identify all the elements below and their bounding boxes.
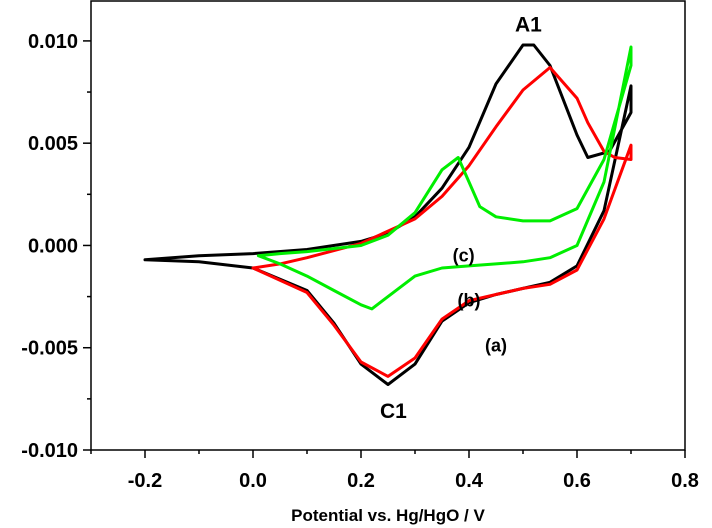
series-line-3	[256, 45, 633, 311]
x-tick-label: 0.8	[671, 470, 699, 492]
y-tick-label: -0.005	[21, 338, 78, 360]
y-tick-label: 0.005	[28, 133, 78, 155]
plot-frame	[90, 0, 686, 451]
annotation-a: (a)	[485, 336, 507, 356]
y-tick-label: 0.000	[28, 235, 78, 257]
y-tick-label: -0.010	[21, 440, 78, 462]
ticks-layer	[83, 40, 686, 458]
annotation-c: (c)	[453, 246, 475, 266]
annotation-b: (b)	[458, 291, 481, 311]
x-tick-label: -0.2	[128, 470, 162, 492]
y-tick-label: 0.010	[28, 31, 78, 53]
annotation-c1: C1	[380, 400, 407, 423]
annotation-a1: A1	[515, 14, 542, 37]
series-line-2	[251, 66, 633, 378]
labels-layer: -0.2 0.0 0.2 0.4 0.6 0.8 0.010 0.005 0.000 -0.005…	[21, 14, 699, 492]
x-tick-label: 0.6	[563, 470, 591, 492]
series-line-1	[143, 43, 633, 386]
curves-layer	[143, 43, 633, 386]
x-tick-label: 0.4	[455, 470, 484, 492]
x-tick-label: 0.2	[347, 470, 375, 492]
x-tick-label: 0.0	[239, 470, 267, 492]
x-axis-title: Potential vs. Hg/HgO / V	[291, 506, 485, 525]
